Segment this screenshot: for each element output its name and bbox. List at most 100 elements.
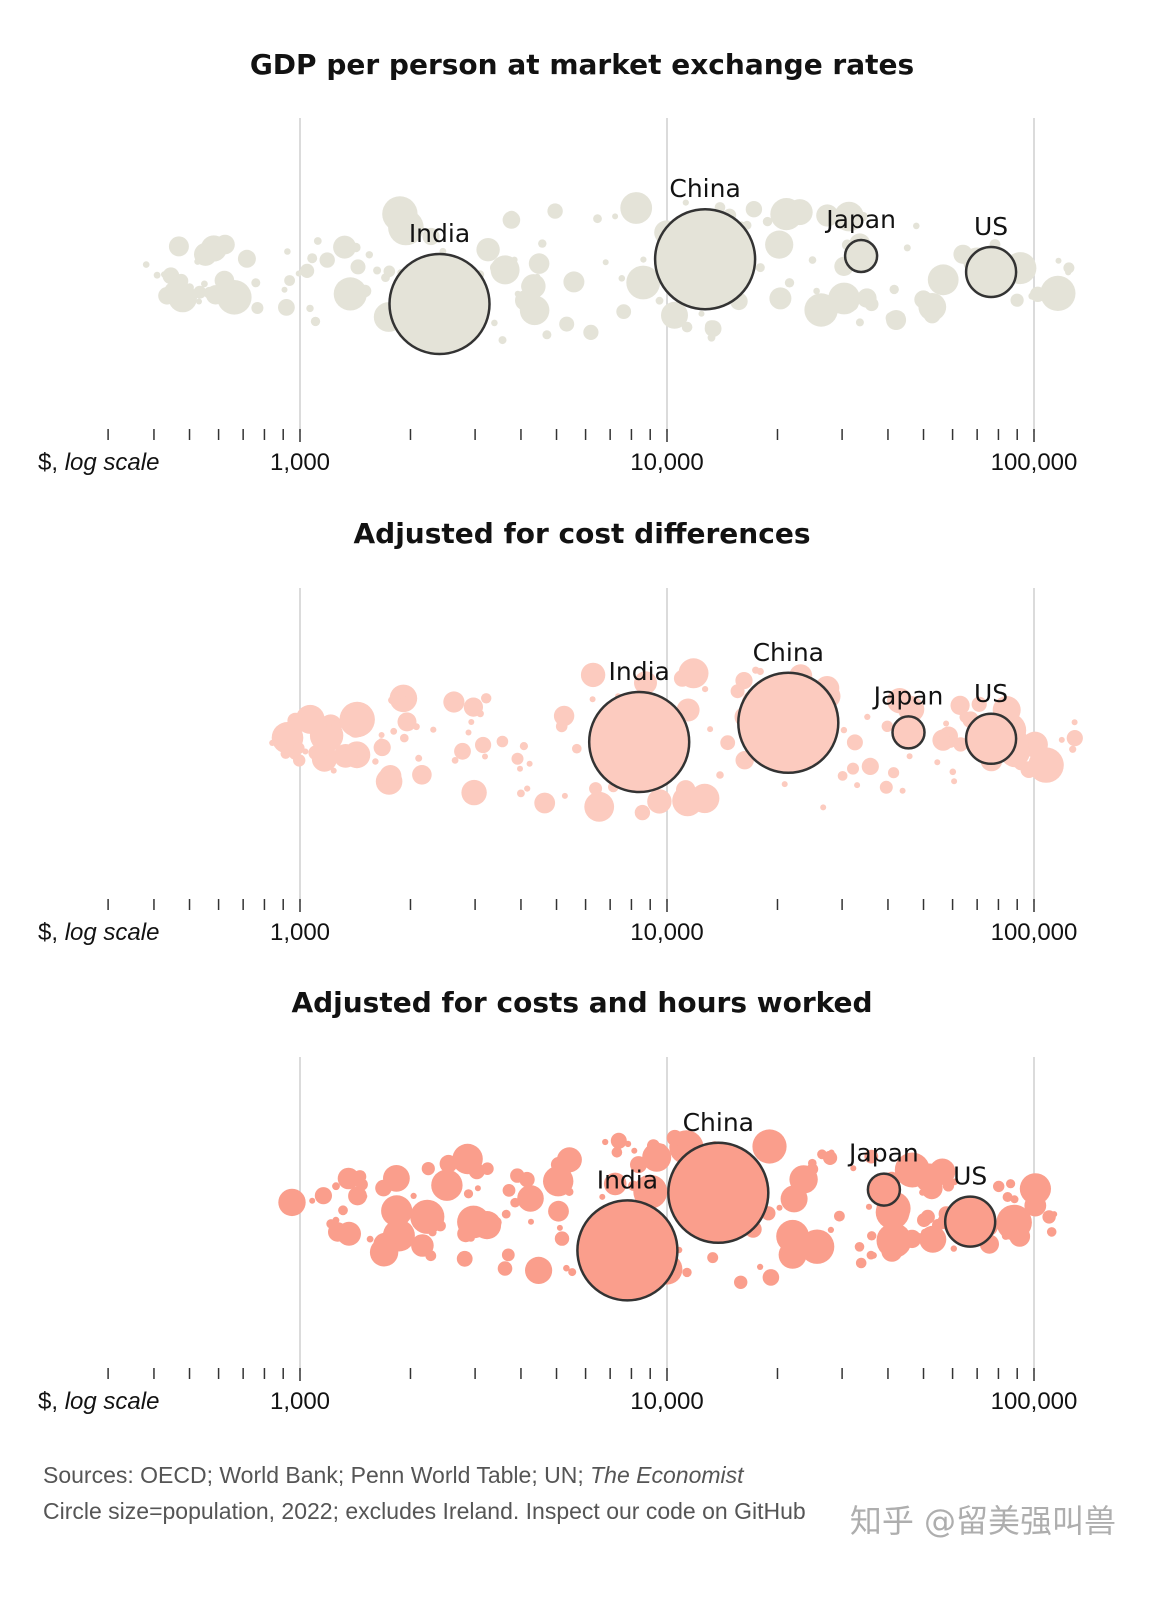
country-circle — [903, 244, 911, 252]
country-circle — [313, 237, 322, 245]
country-circle — [225, 301, 237, 313]
country-circle — [959, 711, 971, 723]
country-circle — [855, 1257, 867, 1269]
country-circle — [474, 1185, 481, 1192]
country-circle — [481, 693, 492, 704]
country-circle — [559, 316, 575, 332]
country-circle — [730, 684, 745, 699]
country-circle — [534, 273, 541, 280]
country-circle — [913, 222, 920, 230]
country-circle — [847, 762, 859, 775]
country-circle — [566, 1152, 574, 1159]
country-circle — [333, 744, 358, 768]
country-circle — [511, 752, 524, 765]
country-circle — [633, 1174, 668, 1209]
country-circle — [589, 782, 603, 796]
country-circle — [1058, 736, 1065, 743]
country-circle — [602, 1138, 609, 1146]
country-circle-china — [667, 1141, 770, 1245]
country-circle — [498, 336, 507, 345]
country-circle — [827, 1226, 835, 1233]
country-circle-us — [964, 712, 1018, 766]
country-circle — [361, 1193, 368, 1200]
country-circle — [517, 1185, 544, 1212]
country-circle — [610, 1132, 627, 1149]
country-circle — [511, 256, 518, 263]
country-circle — [1006, 1179, 1016, 1189]
country-circle — [496, 735, 509, 748]
country-circle — [734, 1275, 748, 1290]
country-circle — [400, 733, 409, 743]
country-circle — [845, 298, 859, 311]
country-circle — [142, 261, 150, 268]
country-label-us: US — [974, 212, 1008, 241]
country-circle — [950, 695, 970, 716]
country-circle — [996, 1204, 1032, 1241]
country-circle-japan — [866, 1172, 902, 1207]
tick-label: 100,000 — [991, 919, 1078, 946]
country-circle — [350, 259, 366, 275]
country-circle — [716, 771, 724, 779]
country-circle-japan — [891, 715, 926, 750]
country-circle — [666, 1129, 683, 1147]
country-circle-china — [737, 671, 840, 775]
country-circle — [855, 318, 864, 327]
country-circle — [998, 703, 1005, 711]
country-circle — [951, 778, 958, 785]
country-circle — [951, 1178, 958, 1186]
country-circle — [390, 727, 398, 735]
country-circle — [720, 735, 736, 751]
tick-label: 1,000 — [270, 449, 330, 476]
country-circle — [854, 782, 861, 789]
country-circle — [927, 264, 959, 296]
country-label-china: China — [683, 1108, 754, 1137]
country-label-india: India — [597, 1165, 658, 1194]
country-circle — [834, 201, 864, 232]
country-circle — [322, 745, 332, 755]
country-label-us: US — [974, 679, 1008, 708]
country-circle — [690, 783, 720, 814]
country-circle — [201, 280, 208, 288]
country-circle — [914, 290, 933, 309]
country-label-china: China — [753, 638, 824, 667]
country-circle — [280, 748, 291, 759]
country-circle — [993, 1180, 1005, 1193]
country-circle — [490, 255, 520, 285]
country-circle — [284, 275, 295, 286]
chart-panel-1: GDP per person at market exchange rates 1… — [38, 48, 1077, 476]
country-circle — [284, 248, 291, 255]
country-circle — [203, 286, 216, 299]
country-circle — [397, 712, 417, 732]
country-circle — [439, 1154, 458, 1173]
country-circle — [887, 688, 913, 714]
country-circle — [1040, 275, 1076, 311]
country-circle — [398, 212, 407, 221]
country-circle — [780, 1185, 808, 1213]
country-circle — [916, 1233, 923, 1240]
country-circle — [497, 1261, 513, 1276]
tick-label: 1,000 — [270, 919, 330, 946]
country-circle — [1055, 257, 1062, 264]
country-circle — [542, 330, 552, 340]
country-circle — [515, 290, 536, 311]
country-circle — [428, 1228, 437, 1237]
country-circle — [501, 1209, 511, 1219]
country-circle — [524, 785, 531, 792]
country-circle — [475, 736, 492, 754]
country-circle — [640, 256, 647, 263]
country-circle — [526, 760, 533, 767]
country-circle — [618, 275, 626, 282]
country-circle — [415, 754, 423, 762]
country-circle — [379, 765, 402, 787]
country-circle — [306, 304, 314, 313]
sources-text: Sources: OECD; World Bank; Penn World Ta… — [43, 1462, 591, 1488]
country-circle — [251, 302, 264, 314]
country-circle — [293, 742, 305, 754]
country-circle — [899, 787, 906, 794]
country-circle — [196, 298, 202, 305]
country-circle — [593, 214, 602, 224]
country-circle — [217, 280, 252, 315]
country-circle — [883, 786, 890, 793]
country-circle — [347, 722, 364, 738]
country-circle — [781, 781, 788, 788]
